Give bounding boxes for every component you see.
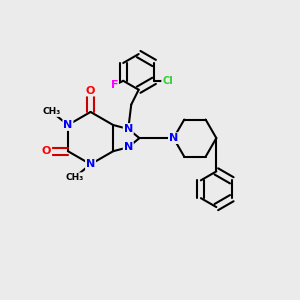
Text: F: F bbox=[111, 80, 118, 90]
Text: N: N bbox=[63, 120, 73, 130]
Text: O: O bbox=[42, 146, 51, 156]
Text: Cl: Cl bbox=[162, 76, 173, 86]
Text: N: N bbox=[169, 133, 178, 143]
Text: N: N bbox=[124, 142, 133, 152]
Text: CH₃: CH₃ bbox=[65, 173, 83, 182]
Text: O: O bbox=[86, 85, 95, 96]
Text: N: N bbox=[86, 159, 95, 169]
Text: N: N bbox=[124, 124, 133, 134]
Text: CH₃: CH₃ bbox=[42, 107, 61, 116]
